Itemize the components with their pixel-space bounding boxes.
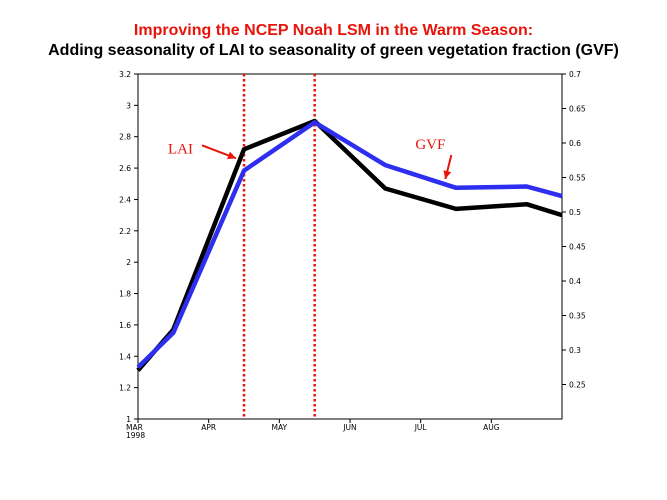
- right-axis-tick-label: 0.65: [569, 105, 586, 114]
- annotation-arrow-head: [443, 170, 452, 179]
- x-axis-year-label: 1998: [126, 431, 145, 440]
- left-axis-tick-label: 3.2: [119, 70, 131, 79]
- x-axis-tick-label: MAY: [272, 423, 288, 432]
- annotation-arrow-head: [227, 151, 236, 160]
- chart-title-line2: Adding seasonality of LAI to seasonality…: [48, 42, 619, 59]
- right-axis-tick-label: 0.5: [569, 208, 581, 217]
- right-axis-tick-label: 0.35: [569, 312, 586, 321]
- x-axis-tick-label: AUG: [483, 423, 500, 432]
- right-axis-tick-label: 0.7: [569, 70, 581, 79]
- x-axis-tick-label: JUL: [414, 423, 428, 432]
- series-line-gvf: [136, 120, 563, 369]
- plot-frame: [137, 73, 563, 420]
- right-axis-tick-label: 0.6: [569, 139, 581, 148]
- right-axis-tick-label: 0.4: [569, 277, 581, 286]
- x-axis-tick-label: APR: [201, 423, 216, 432]
- annotation-label-gvf: GVF: [415, 137, 445, 153]
- left-axis-tick-label: 2.8: [119, 133, 131, 142]
- left-axis-tick-label: 3: [126, 101, 131, 110]
- right-axis-tick-label: 0.3: [569, 346, 581, 355]
- left-axis-tick-label: 2.6: [119, 164, 131, 173]
- left-axis-tick-label: 2.4: [119, 195, 131, 204]
- x-axis-tick-label: MAR: [126, 423, 143, 432]
- chart-title-line1: Improving the NCEP Noah LSM in the Warm …: [133, 22, 534, 39]
- right-axis-tick-label: 0.45: [569, 243, 586, 252]
- left-axis-tick-label: 1: [126, 415, 131, 424]
- annotation-label-lai: LAI: [168, 141, 193, 157]
- left-axis-tick-label: 1.2: [119, 384, 131, 393]
- right-axis-tick-label: 0.55: [569, 174, 586, 183]
- left-axis-tick-label: 1.8: [119, 290, 131, 299]
- left-axis-tick-label: 1.6: [119, 321, 131, 330]
- left-axis-tick-label: 1.4: [119, 352, 131, 361]
- left-axis-tick-label: 2.2: [119, 227, 131, 236]
- series-line-lai: [136, 118, 563, 372]
- left-axis-tick-label: 2: [126, 258, 131, 267]
- right-axis-tick-label: 0.25: [569, 381, 586, 390]
- x-axis-tick-label: JUN: [342, 423, 356, 432]
